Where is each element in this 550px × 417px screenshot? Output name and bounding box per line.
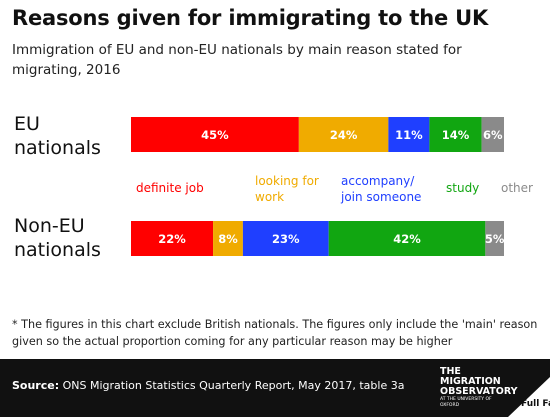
value-label: 8% [218,232,238,246]
legend-definite-job: definite job [136,181,204,195]
chart-title: Reasons given for immigrating to the UK [12,6,489,30]
row-label-eu-line2: nationals [14,137,101,159]
bar-non-eu-accompany-join-someone [242,221,329,256]
value-label: 5% [485,232,505,246]
row-label-eu: EU nationals [14,112,101,160]
bar-eu-looking-for-work [298,117,389,152]
source-line: Source: ONS Migration Statistics Quarter… [12,379,404,392]
legend-accompany-join-someone: join someone [340,190,421,204]
bar-non-eu-looking-for-work [213,221,243,256]
value-label: 24% [330,128,358,142]
value-label: 6% [483,128,503,142]
logo-line-2: MIGRATION [440,376,501,387]
legend-study: study [446,181,479,195]
chart-subtitle: Immigration of EU and non-EU nationals b… [12,42,462,78]
value-label: 22% [158,232,186,246]
bar-non-eu-other [485,221,504,256]
bar-eu-study [429,117,482,152]
logo-small-text: AT THE UNIVERSITY OF OXFORD [440,397,492,408]
value-label: 11% [395,128,423,142]
row-label-non-eu: Non-EU nationals [14,214,101,262]
legend-looking-for-work: work [255,190,284,204]
bar-eu-other [481,117,504,152]
logo-line-1: THE [440,366,461,377]
legend-accompany-join-someone: accompany/ [341,174,415,188]
bar-eu-accompany-join-someone [388,117,430,152]
legend-other: other [501,181,533,195]
value-label: 23% [272,232,300,246]
source-label: Source: [12,379,60,392]
footer: Source: ONS Migration Statistics Quarter… [0,359,550,417]
value-label: 14% [442,128,470,142]
source-text: ONS Migration Statistics Quarterly Repor… [62,379,405,392]
migration-observatory-logo: THE MIGRATION OBSERVATORY AT THE UNIVERS… [440,366,518,409]
row-label-non-eu-line1: Non-EU [14,215,85,237]
stacked-bar-chart: 45% 24% 11% 14% 6% 22% 8% 23% 42% 5% definite job l… [131,117,533,256]
value-label: 45% [201,128,229,142]
row-label-eu-line1: EU [14,113,40,135]
footnote: * The figures in this chart exclude Brit… [12,318,538,348]
row-label-non-eu-line2: nationals [14,239,101,261]
logo-line-3: OBSERVATORY [440,386,518,397]
bar-non-eu-study [328,221,486,256]
bar-eu-definite-job [131,117,299,152]
legend-looking-for-work: looking for [255,174,319,188]
full-fact-logo [508,377,550,417]
full-fact-text: Full Fact [521,399,550,409]
bar-non-eu-definite-job [131,221,214,256]
value-label: 42% [393,232,421,246]
